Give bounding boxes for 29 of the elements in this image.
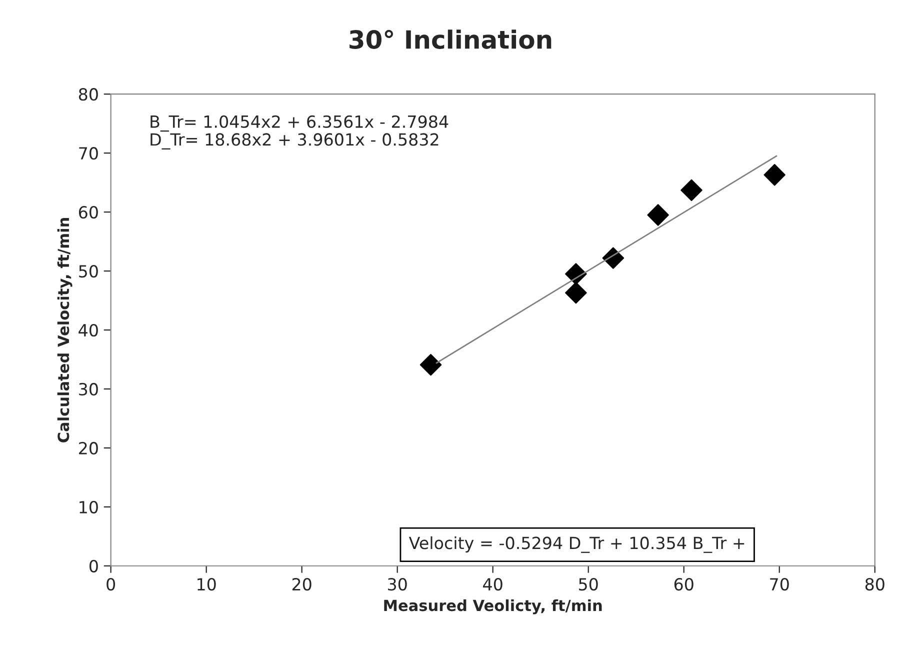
y-tick-label: 50 — [79, 264, 98, 278]
x-tick-label: 50 — [579, 578, 598, 591]
point — [647, 204, 669, 226]
y-axis-title: Calculated Velocity, ft/min — [57, 218, 72, 442]
x-tick-label: 80 — [865, 578, 884, 591]
x-tick-label: 10 — [198, 578, 216, 591]
x-tick-label: 40 — [483, 578, 502, 591]
y-tick-label: 10 — [80, 500, 98, 514]
y-tick-label: 20 — [79, 442, 98, 454]
x-tick-label: 20 — [292, 578, 312, 591]
point — [420, 354, 442, 376]
x-tick-label: 70 — [770, 578, 789, 591]
x-axis-title: Measured Veolicty, ft/min — [384, 599, 602, 614]
y-tick-label: 70 — [79, 147, 98, 160]
point — [764, 164, 786, 186]
annotation: D_Tr= 18.68x2 + 3.9601x - 0.5832 — [150, 133, 438, 150]
x-tick-label: 60 — [674, 578, 694, 591]
y-tick-label: 30 — [79, 382, 98, 396]
annotation: B_Tr= 1.0454x2 + 6.3561x - 2.7984 — [150, 115, 448, 132]
x-tick-label: 30 — [388, 578, 407, 591]
annotation: Velocity = -0.5294 D_Tr + 10.354 B_Tr + — [408, 536, 744, 553]
point — [565, 282, 587, 304]
y-tick-label: 0 — [90, 560, 98, 572]
y-tick-label: 80 — [78, 88, 98, 101]
y-tick-label: 60 — [78, 206, 98, 219]
chart-title: 30° Inclination — [350, 30, 552, 49]
point — [680, 179, 702, 202]
y-tick-label: 40 — [78, 324, 98, 337]
x-tick-label: 0 — [106, 578, 116, 591]
